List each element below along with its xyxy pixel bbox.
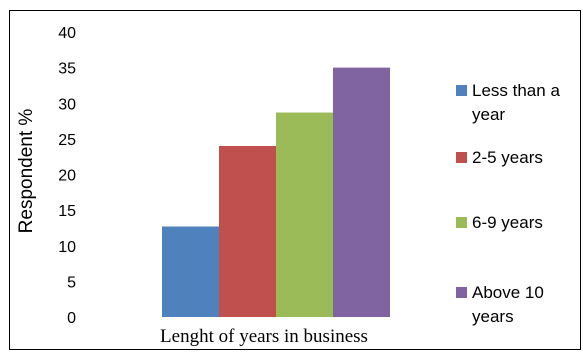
y-tick-label: 0: [67, 310, 76, 327]
y-tick-label: 25: [58, 132, 76, 149]
legend-label-1: year: [472, 105, 505, 124]
y-tick-label: 35: [58, 61, 76, 78]
legend: Less than a year 2-5 years 6-9 years Above 1…: [456, 81, 560, 326]
y-tick-label: 10: [58, 239, 76, 256]
y-tick-label: 30: [58, 96, 76, 113]
y-tick-label: 20: [58, 168, 76, 185]
legend-swatch-4: [456, 287, 467, 298]
y-axis-ticks: 0 5 10 15 20 25 30 35 40: [58, 25, 76, 327]
y-tick-label: 15: [58, 203, 76, 220]
chart-frame: 0 5 10 15 20 25 30 35 40 Respondent % Lenght of …: [9, 10, 581, 350]
bars: [162, 67, 390, 317]
y-axis-label: Respondent %: [16, 109, 37, 234]
bar-1: [162, 226, 219, 317]
y-tick-label: 40: [58, 25, 76, 42]
legend-label-2: 2-5 years: [472, 148, 543, 167]
legend-swatch-1: [456, 85, 467, 96]
legend-label-4: Above 10: [472, 283, 544, 302]
bar-3: [276, 112, 333, 317]
legend-label-3: 6-9 years: [472, 213, 543, 232]
bar-4: [333, 67, 390, 317]
bar-chart: 0 5 10 15 20 25 30 35 40 Respondent % Lenght of …: [16, 25, 560, 347]
x-axis-label: Lenght of years in business: [160, 326, 368, 347]
y-tick-label: 5: [67, 274, 76, 291]
legend-label-1: Less than a: [472, 81, 560, 100]
legend-swatch-3: [456, 217, 467, 228]
legend-label-4: years: [472, 307, 514, 326]
legend-swatch-2: [456, 152, 467, 163]
bar-2: [219, 146, 276, 317]
